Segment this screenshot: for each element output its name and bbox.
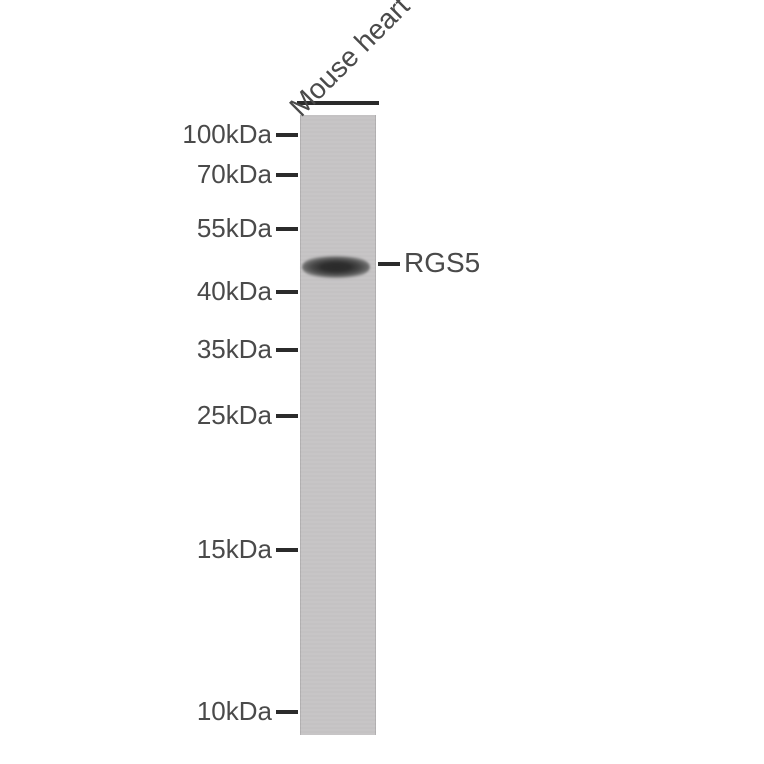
marker-tick	[276, 710, 298, 714]
marker-tick	[276, 173, 298, 177]
marker-tick	[276, 227, 298, 231]
blot-lane	[300, 115, 376, 735]
marker-tick	[276, 133, 298, 137]
marker-tick	[276, 348, 298, 352]
marker-label: 10kDa	[152, 696, 272, 727]
target-tick	[378, 262, 400, 266]
marker-label: 55kDa	[152, 213, 272, 244]
marker-tick	[276, 414, 298, 418]
figure-container: Mouse heart 100kDa70kDa55kDa40kDa35kDa25…	[0, 0, 764, 764]
marker-tick	[276, 290, 298, 294]
marker-label: 100kDa	[152, 119, 272, 150]
target-label: RGS5	[404, 247, 480, 279]
marker-label: 25kDa	[152, 400, 272, 431]
marker-tick	[276, 548, 298, 552]
marker-label: 15kDa	[152, 534, 272, 565]
marker-label: 70kDa	[152, 159, 272, 190]
blot-band-rgs5	[302, 255, 370, 279]
marker-label: 35kDa	[152, 334, 272, 365]
marker-label: 40kDa	[152, 276, 272, 307]
